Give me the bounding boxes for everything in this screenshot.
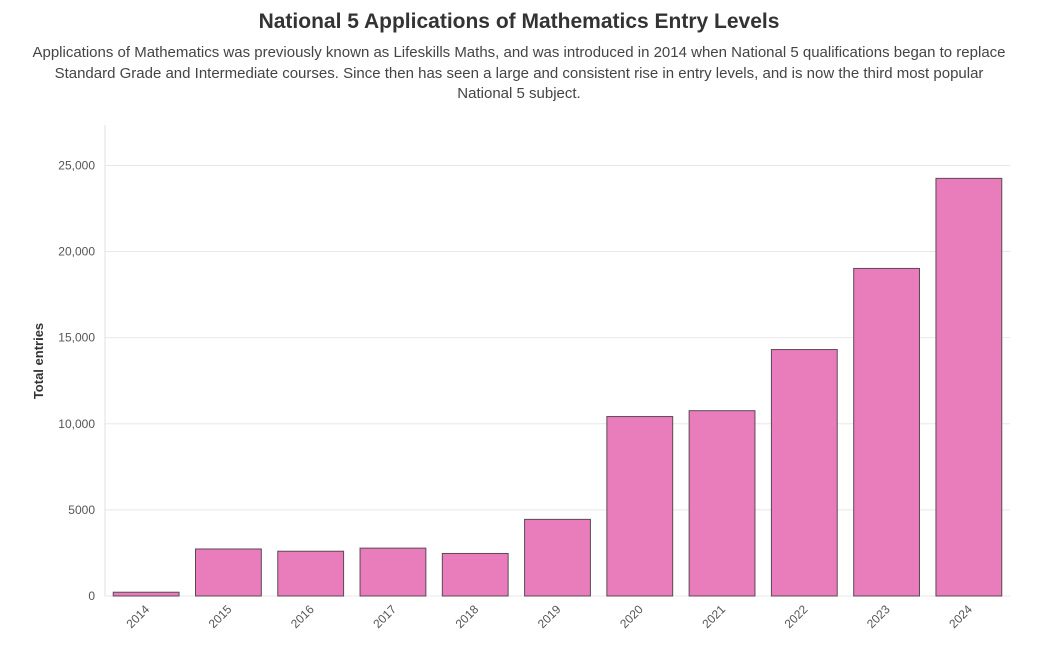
x-tick-label: 2019 xyxy=(535,602,564,631)
x-tick-label: 2024 xyxy=(946,602,975,631)
y-axis-label: Total entries xyxy=(31,323,46,399)
x-tick-label: 2017 xyxy=(370,602,399,631)
y-tick-label: 15,000 xyxy=(58,331,95,345)
y-tick-label: 20,000 xyxy=(58,245,95,259)
bar-2016 xyxy=(277,550,345,597)
x-tick-label: 2015 xyxy=(206,602,235,631)
chart-subtitle: Applications of Mathematics was previous… xyxy=(32,44,1006,102)
x-tick-label: 2020 xyxy=(617,602,646,631)
x-tick-label: 2021 xyxy=(699,602,728,631)
bar-2017 xyxy=(359,547,427,597)
bar-2014 xyxy=(112,591,180,597)
bar-2015 xyxy=(195,548,262,597)
bar-2020 xyxy=(606,416,674,597)
bar-2019 xyxy=(524,518,591,597)
y-tick-label: 5000 xyxy=(68,503,95,517)
bar-2023 xyxy=(853,267,921,597)
chart-title: National 5 Applications of Mathematics E… xyxy=(258,10,780,33)
y-tick-label: 0 xyxy=(88,589,95,603)
x-tick-label: 2016 xyxy=(288,602,317,631)
y-tick-label: 10,000 xyxy=(58,417,95,431)
x-tick-label: 2022 xyxy=(782,602,811,631)
x-tick-label: 2023 xyxy=(864,602,893,631)
bars xyxy=(112,177,1003,597)
x-tick-label: 2018 xyxy=(453,602,482,631)
x-axis-ticks: 2014 2015 2016 2017 2018 2019 2020 2021 2022 2023… xyxy=(123,602,975,631)
y-axis-ticks: 0 5000 10,000 15,000 20,000 25,000 xyxy=(58,158,95,603)
y-tick-label: 25,000 xyxy=(58,158,95,172)
x-tick-label: 2014 xyxy=(123,602,152,631)
bar-2018 xyxy=(441,552,509,597)
bar-2024 xyxy=(935,177,1003,597)
bar-2022 xyxy=(770,349,838,597)
bar-2021 xyxy=(688,410,756,597)
